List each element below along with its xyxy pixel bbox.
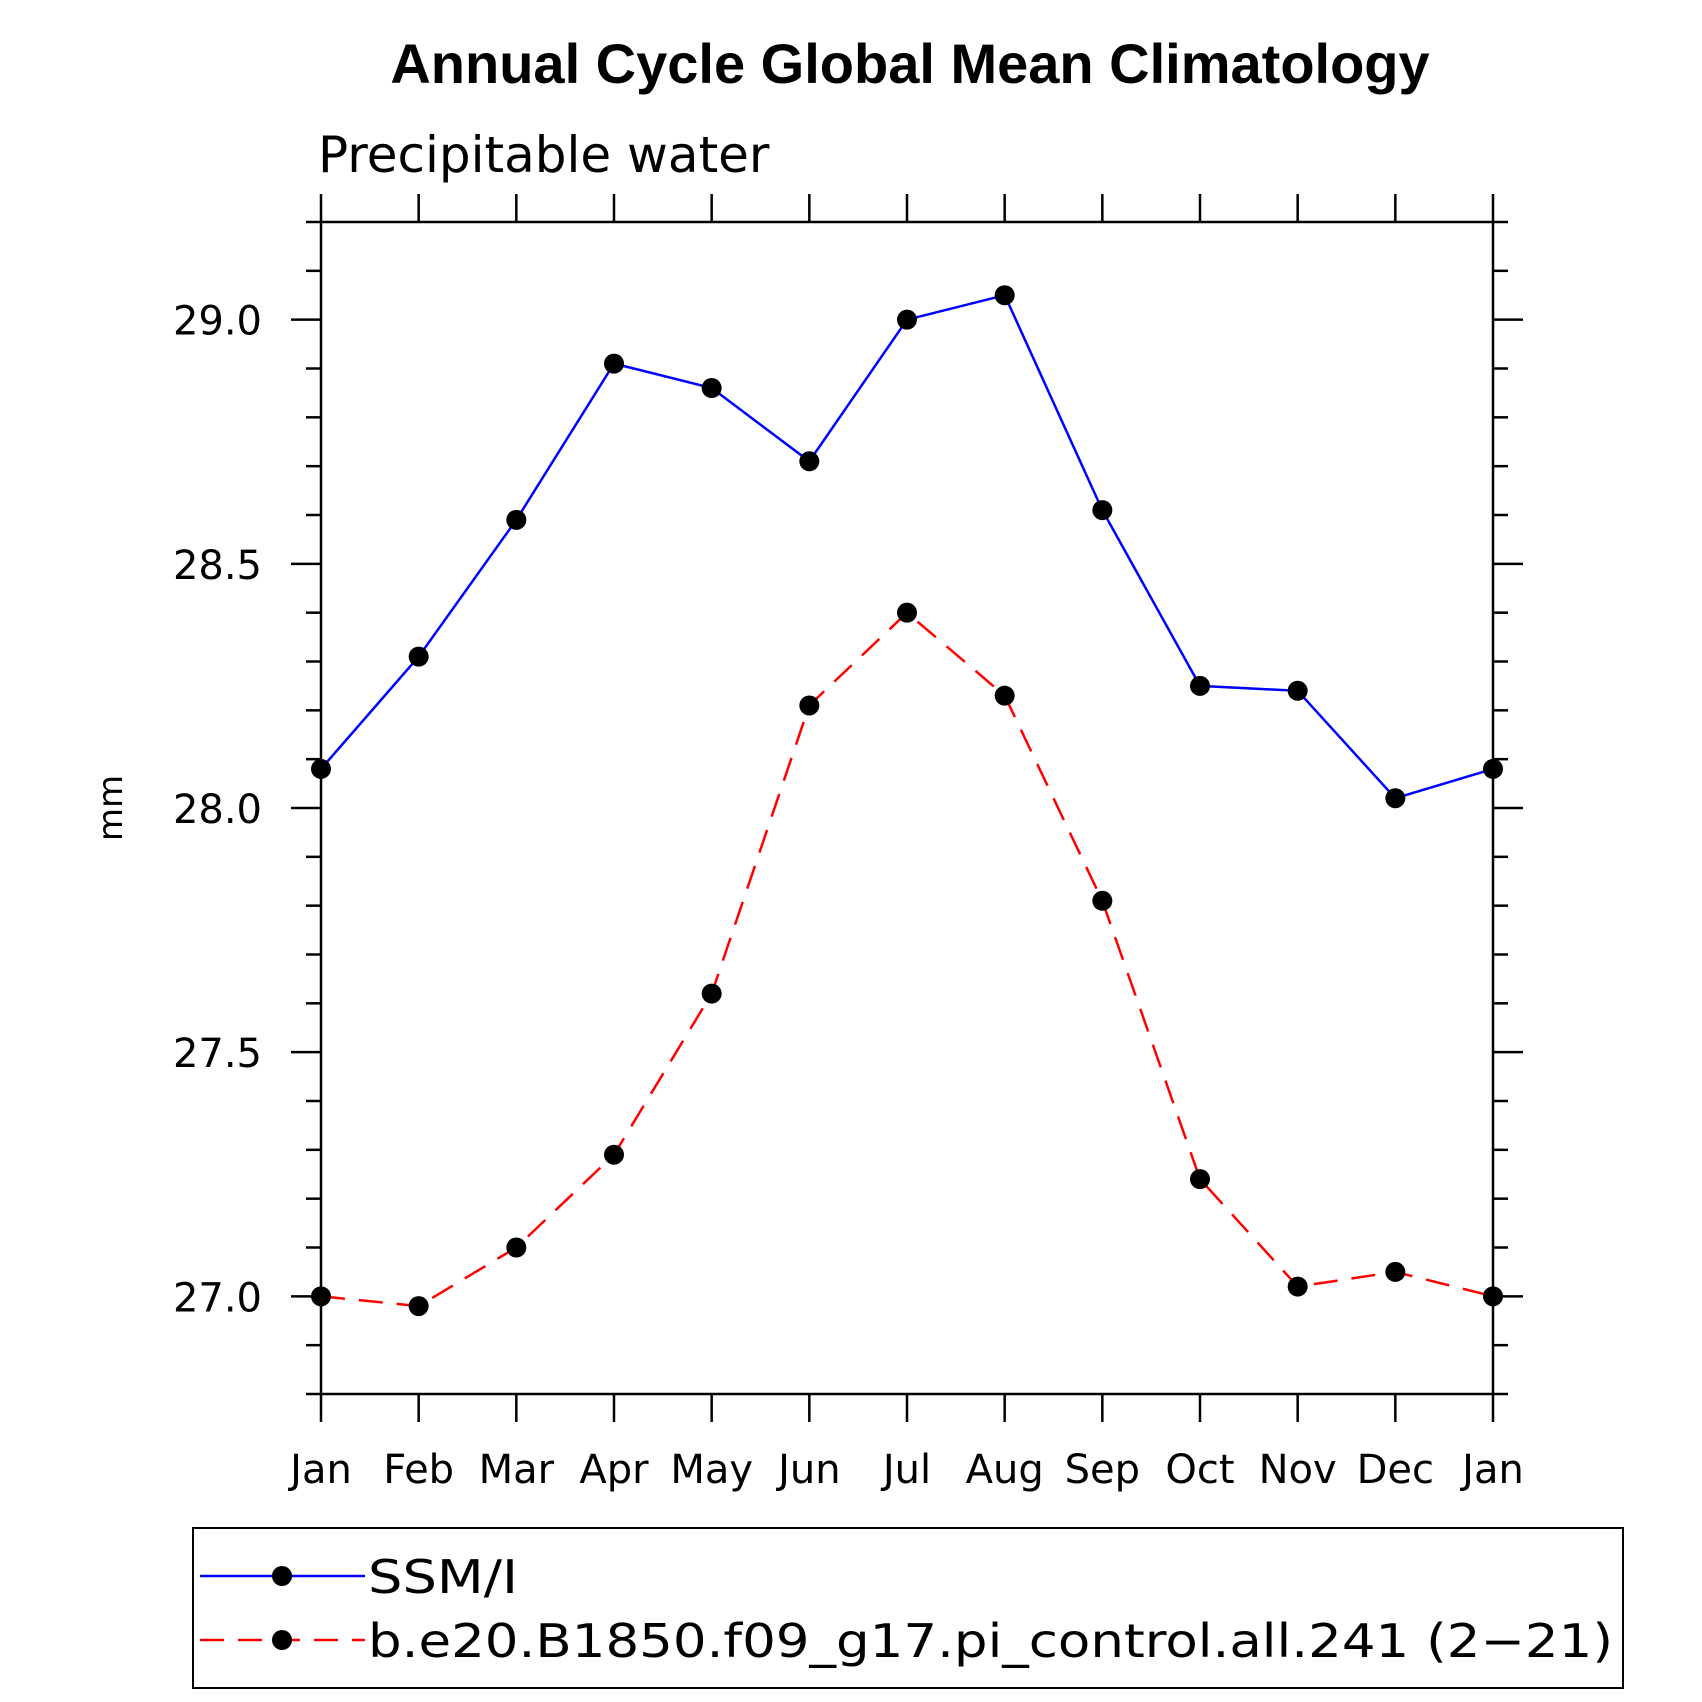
y-tick-labels: 27.0 27.5 28.0 28.5 29.0 [173,299,262,1322]
data-point [1092,500,1113,521]
x-tick-label: Oct [1165,1447,1234,1493]
data-point [311,1286,331,1307]
x-tick-label: Nov [1259,1447,1337,1493]
y-tick-label: 27.0 [173,1275,262,1321]
series-points [311,285,1503,1317]
data-point [408,1296,429,1317]
legend-marker [272,1630,292,1650]
series-line-1 [320,611,1494,1308]
data-point [897,602,917,623]
data-point [1483,1286,1503,1307]
x-tick-label: Jun [775,1447,841,1493]
data-point [1483,758,1503,779]
data-point [994,685,1015,706]
data-point [604,353,624,374]
data-point [1287,680,1308,701]
x-tick-label: Sep [1065,1447,1140,1493]
chart-subtitle: Precipitable water [318,126,770,184]
series-lines [320,293,1494,1308]
data-point [799,451,820,472]
x-tick-label: Feb [383,1447,454,1493]
data-point [701,378,722,399]
x-tick-label: Jul [880,1447,931,1493]
x-tick-label: Aug [966,1447,1044,1493]
data-point [311,758,331,779]
series-line-0 [320,293,1494,800]
data-point [1385,1261,1406,1282]
data-point [1190,675,1210,696]
x-tick-label: Jan [287,1447,352,1493]
data-point [408,646,429,667]
y-tick-label: 28.0 [173,787,262,833]
legend-box [192,1527,1624,1689]
x-tick-label: Jan [1459,1447,1524,1493]
data-point [604,1144,624,1165]
x-tick-label: Dec [1357,1447,1434,1493]
x-tick-label: Mar [479,1447,555,1493]
y-axis-label: mm [91,775,131,841]
x-tick-label: Apr [579,1447,649,1493]
data-point [1385,788,1406,809]
data-point [799,695,820,716]
data-point [506,509,527,530]
legend: SSM/I b.e20.B1850.f09_g17.pi_control.all.… [200,1550,1613,1668]
y-tick-label: 28.5 [173,543,262,589]
plot-frame [319,220,1495,1396]
data-point [701,983,722,1004]
x-tick-labels: Jan Feb Mar Apr May Jun Jul Aug Sep Oct Nov Dec Jan [287,1447,1524,1493]
data-point [506,1237,527,1258]
chart-title: Annual Cycle Global Mean Climatology [390,32,1429,95]
axis-ticks [291,194,1523,1422]
legend-label-1: b.e20.B1850.f09_g17.pi_control.all.241 (… [368,1614,1613,1668]
data-point [1190,1169,1210,1190]
y-tick-label: 27.5 [173,1031,262,1077]
data-point [1287,1276,1308,1297]
y-tick-label: 29.0 [173,299,262,345]
data-point [897,309,917,330]
data-point [994,285,1015,306]
legend-label-0: SSM/I [368,1550,518,1604]
data-point [1092,890,1113,911]
x-tick-label: May [670,1447,753,1493]
legend-marker [272,1566,292,1586]
